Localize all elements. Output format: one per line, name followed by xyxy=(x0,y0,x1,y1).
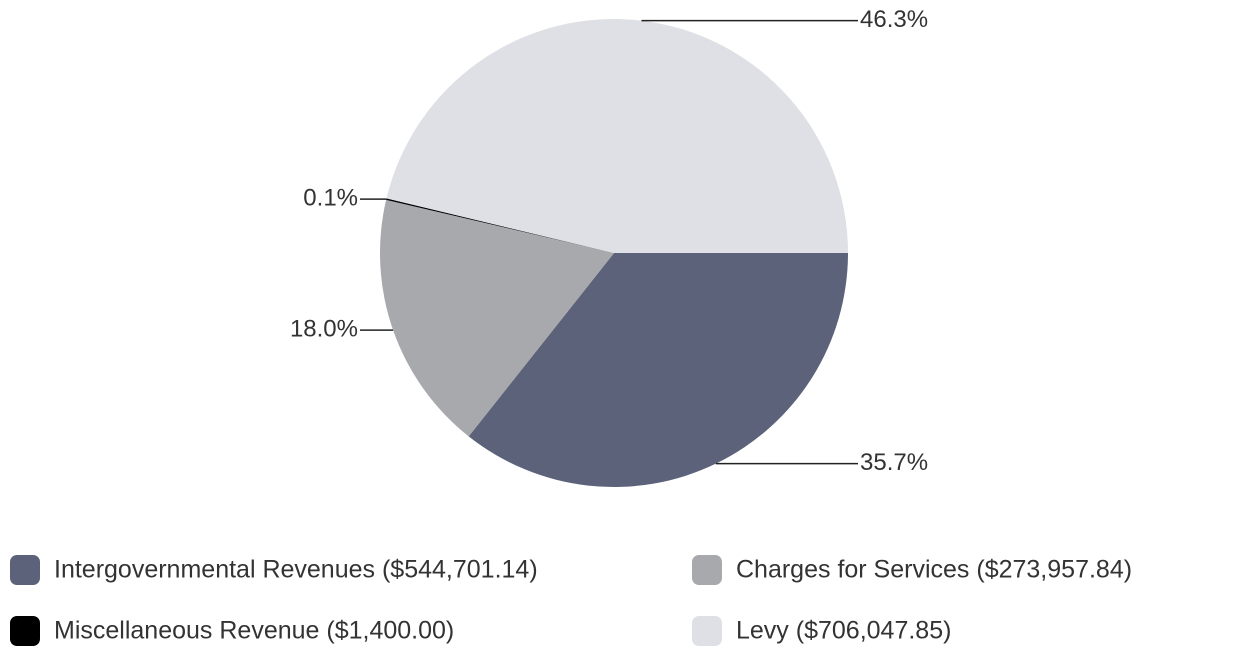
legend-label: Miscellaneous Revenue ($1,400.00) xyxy=(54,617,454,645)
data-label: 0.1% xyxy=(303,184,358,211)
legend-swatch xyxy=(10,616,40,646)
legend-label: Intergovernmental Revenues ($544,701.14) xyxy=(54,556,538,584)
data-label: 35.7% xyxy=(860,449,928,476)
pie-slice xyxy=(468,253,848,488)
pie-slice xyxy=(380,199,614,437)
legend-swatch xyxy=(692,616,722,646)
legend-swatch xyxy=(10,555,40,585)
data-label: 18.0% xyxy=(290,315,358,342)
data-label: 46.3% xyxy=(860,6,928,33)
legend-label: Charges for Services ($273,957.84) xyxy=(736,556,1132,584)
legend-swatch xyxy=(692,555,722,585)
legend-label: Levy ($706,047.85) xyxy=(736,617,951,645)
pie-slice xyxy=(386,198,614,253)
pie-slice xyxy=(386,18,849,253)
